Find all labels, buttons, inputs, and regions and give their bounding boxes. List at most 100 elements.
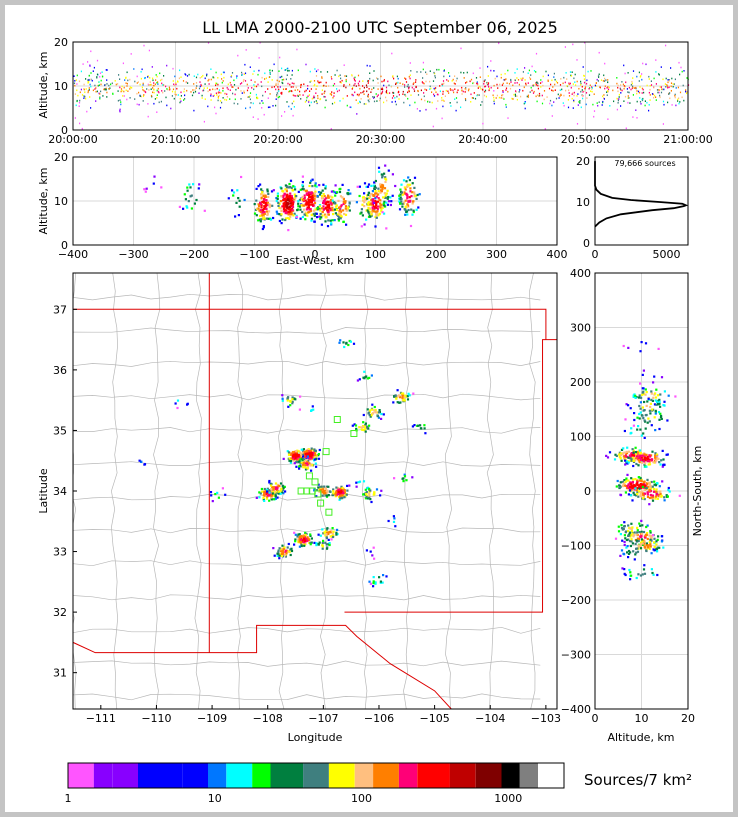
time-source-mark bbox=[307, 95, 309, 98]
ew-source-cell bbox=[284, 218, 287, 222]
ew-source-cell bbox=[307, 201, 310, 204]
ns-source-cell bbox=[633, 418, 636, 422]
time-source-mark bbox=[500, 73, 502, 76]
time-source-mark bbox=[619, 88, 622, 90]
ns-source-cell bbox=[652, 381, 655, 384]
time-source-mark bbox=[514, 93, 516, 96]
time-source-mark bbox=[293, 106, 295, 108]
time-source-mark bbox=[452, 78, 454, 81]
map-source-cell bbox=[318, 448, 321, 452]
ew-source-cell bbox=[253, 203, 256, 206]
ns-source-cell bbox=[639, 477, 642, 480]
time-source-mark bbox=[636, 90, 638, 92]
map-source-cell bbox=[318, 487, 321, 491]
time-source-mark bbox=[73, 75, 75, 77]
ns-source-cell bbox=[627, 552, 631, 555]
time-source-mark bbox=[630, 88, 632, 91]
time-source-mark bbox=[213, 94, 215, 97]
ew-source-cell bbox=[383, 192, 386, 195]
ns-source-cell bbox=[641, 524, 644, 527]
ns-source-cell bbox=[617, 525, 620, 528]
ns-source-cell bbox=[630, 574, 633, 577]
ns-source-cell bbox=[641, 540, 644, 543]
time-source-mark bbox=[324, 106, 326, 109]
ns-source-cell bbox=[630, 522, 633, 525]
map-source-cell bbox=[321, 494, 324, 497]
time-source-mark bbox=[287, 82, 289, 85]
time-source-mark bbox=[416, 108, 418, 110]
map-source-cell bbox=[298, 545, 301, 548]
time-source-mark bbox=[258, 69, 260, 72]
time-source-mark bbox=[208, 78, 210, 81]
time-source-mark bbox=[473, 92, 475, 94]
map-source-cell bbox=[279, 489, 283, 492]
ns-source-cell bbox=[629, 527, 632, 530]
time-source-mark bbox=[156, 75, 158, 78]
time-tick-label: 20:30:00 bbox=[356, 133, 405, 146]
time-source-mark bbox=[668, 79, 670, 82]
time-source-mark bbox=[442, 99, 444, 101]
ew-source-cell bbox=[305, 202, 308, 205]
ew-source-cell bbox=[287, 211, 290, 214]
ew-source-cell bbox=[324, 185, 327, 188]
map-source-cell bbox=[369, 550, 372, 553]
colorbar-tick-label: 100 bbox=[351, 792, 372, 805]
ew-source-cell bbox=[291, 207, 294, 210]
map-source-cell bbox=[372, 580, 375, 583]
time-source-mark bbox=[537, 94, 539, 96]
ew-source-cell bbox=[319, 193, 322, 196]
map-source-cell bbox=[276, 554, 279, 557]
time-source-mark bbox=[583, 90, 585, 92]
map-source-cell bbox=[348, 484, 351, 487]
ns-source-cell bbox=[644, 388, 647, 391]
time-source-mark bbox=[183, 90, 185, 93]
time-source-mark bbox=[679, 73, 681, 76]
time-source-mark bbox=[358, 84, 360, 87]
ew-source-cell bbox=[291, 199, 294, 202]
time-source-mark bbox=[111, 82, 113, 85]
time-source-mark bbox=[580, 106, 582, 109]
time-source-mark bbox=[607, 90, 609, 92]
time-source-mark bbox=[626, 88, 628, 90]
ns-source-cell bbox=[619, 454, 622, 457]
time-source-mark bbox=[290, 108, 292, 110]
ew-source-cell bbox=[288, 205, 291, 208]
ew-source-cell bbox=[377, 205, 380, 208]
ew-source-cell bbox=[342, 202, 345, 206]
time-source-mark bbox=[177, 80, 179, 83]
time-source-mark bbox=[616, 108, 618, 111]
ew-source-cell bbox=[408, 179, 411, 182]
time-source-mark bbox=[150, 94, 153, 97]
time-source-mark bbox=[87, 82, 89, 84]
ns-source-cell bbox=[653, 483, 656, 486]
ns-source-cell bbox=[640, 532, 644, 535]
ew-source-cell bbox=[305, 208, 308, 211]
ew-source-cell bbox=[310, 213, 313, 217]
ns-source-cell bbox=[631, 542, 634, 545]
time-source-mark bbox=[573, 99, 575, 102]
time-source-mark bbox=[261, 100, 263, 102]
time-source-mark bbox=[547, 74, 549, 77]
time-source-mark bbox=[653, 86, 655, 89]
time-source-mark bbox=[351, 93, 353, 96]
ew-source-cell bbox=[326, 200, 329, 203]
ns-source-cell bbox=[625, 487, 629, 490]
ew-source-cell bbox=[403, 191, 406, 194]
time-source-mark bbox=[369, 77, 371, 80]
map-source-cell bbox=[330, 538, 333, 541]
time-source-mark bbox=[315, 92, 317, 94]
map-source-cell bbox=[304, 466, 307, 469]
ew-source-cell bbox=[297, 202, 300, 205]
time-source-mark bbox=[423, 82, 425, 85]
colorbar-label: Sources/7 km² bbox=[584, 771, 692, 789]
time-source-mark bbox=[227, 88, 229, 91]
time-source-mark bbox=[552, 90, 554, 92]
ew-source-cell bbox=[304, 189, 307, 193]
time-source-mark bbox=[417, 90, 419, 93]
time-source-mark bbox=[267, 81, 269, 83]
longitude-tick-label: −110 bbox=[141, 712, 171, 725]
ns-source-cell bbox=[638, 461, 641, 464]
time-source-mark bbox=[216, 82, 218, 85]
ew-source-cell bbox=[285, 186, 288, 189]
